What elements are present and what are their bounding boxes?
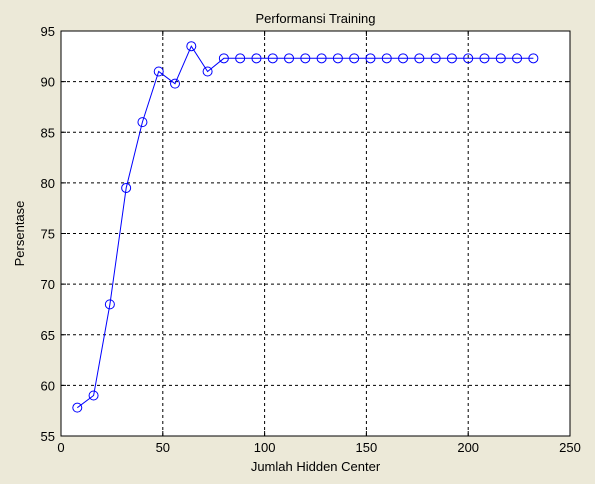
y-tick-label: 75 (41, 227, 55, 242)
grid-lines (61, 31, 570, 436)
x-tick-label: 50 (156, 440, 170, 455)
data-point-marker (72, 402, 83, 413)
data-point-marker (332, 53, 343, 64)
y-tick-label: 65 (41, 328, 55, 343)
y-tick-label: 70 (41, 277, 55, 292)
data-point-marker (349, 53, 360, 64)
data-point-marker (300, 53, 311, 64)
data-point-marker (316, 53, 327, 64)
data-point-marker (121, 182, 132, 193)
x-axis-label: Jumlah Hidden Center (251, 459, 381, 474)
x-tick-label: 200 (457, 440, 479, 455)
data-point-marker (365, 53, 376, 64)
data-point-marker (104, 299, 115, 310)
data-point-marker (495, 53, 506, 64)
series-layer (72, 41, 539, 413)
data-point-marker (235, 53, 246, 64)
data-point-marker (381, 53, 392, 64)
x-tick-label: 250 (559, 440, 581, 455)
data-point-marker (170, 78, 181, 89)
data-point-marker (463, 53, 474, 64)
y-tick-label: 80 (41, 176, 55, 191)
chart-title: Performansi Training (256, 11, 376, 26)
y-tick-label: 85 (41, 125, 55, 140)
data-point-marker (218, 53, 229, 64)
tick-labels: 0 50 100 150 200 250 55 60 65 70 75 80 85 90 95 (41, 24, 581, 455)
y-tick-label: 55 (41, 429, 55, 444)
y-tick-label: 90 (41, 75, 55, 90)
x-tick-label: 100 (254, 440, 276, 455)
data-point-marker (430, 53, 441, 64)
plot-frame (60, 30, 571, 437)
series-line (77, 45, 534, 409)
data-point-marker (398, 53, 409, 64)
data-point-marker (186, 41, 197, 52)
y-tick-label: 95 (41, 24, 55, 39)
data-point-marker (267, 53, 278, 64)
data-point-marker (414, 53, 425, 64)
data-point-marker (528, 53, 539, 64)
data-point-marker (202, 66, 213, 77)
y-tick-label: 60 (41, 378, 55, 393)
x-tick-label: 0 (57, 440, 64, 455)
data-point-marker (251, 53, 262, 64)
data-point-marker (137, 117, 148, 128)
x-tick-label: 150 (356, 440, 378, 455)
data-point-marker (284, 53, 295, 64)
data-point-marker (512, 53, 523, 64)
data-point-marker (88, 390, 99, 401)
data-point-marker (479, 53, 490, 64)
data-point-marker (446, 53, 457, 64)
y-axis-label: Persentase (12, 201, 27, 267)
data-point-marker (153, 66, 164, 77)
